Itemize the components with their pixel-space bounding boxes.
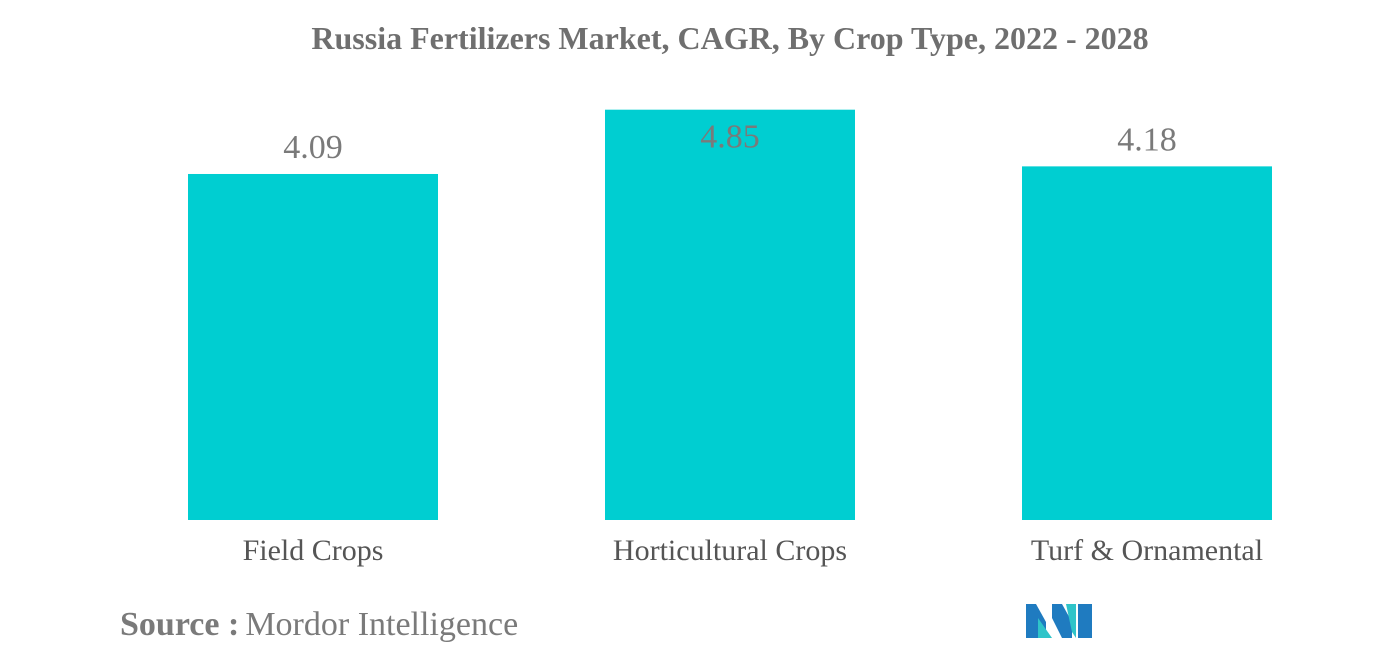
- data-label: 4.85: [700, 119, 760, 156]
- source-label: Source :: [120, 606, 240, 643]
- bar-turf-ornamental: [1022, 166, 1272, 520]
- bar-field-crops: [188, 173, 438, 520]
- source-note: Source : Mordor Intelligence: [120, 606, 518, 644]
- mordor-intelligence-logo-icon: [1026, 604, 1092, 638]
- bar-horticultural-crops: [605, 109, 855, 520]
- source-value: Mordor Intelligence: [245, 606, 519, 643]
- chart-title: Russia Fertilizers Market, CAGR, By Crop…: [311, 20, 1149, 56]
- x-tick-label: Field Crops: [243, 534, 384, 567]
- data-label: 4.18: [1117, 121, 1177, 158]
- x-tick-label: Turf & Ornamental: [1031, 534, 1263, 567]
- data-label: 4.09: [283, 129, 343, 166]
- x-tick-label: Horticultural Crops: [613, 534, 847, 567]
- bar-chart: 4.09 Field Crops 4.85 Horticultural Crops 4.…: [188, 109, 1272, 567]
